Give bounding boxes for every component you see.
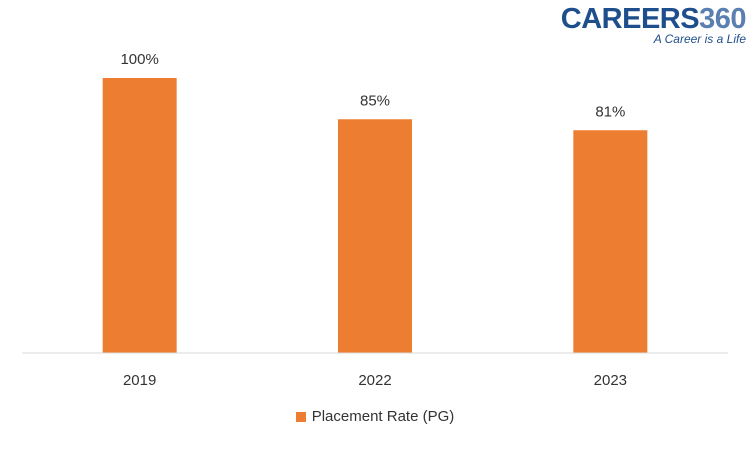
bar-2022 — [338, 119, 412, 353]
x-tick-label-2019: 2019 — [123, 372, 156, 389]
x-tick-label-2022: 2022 — [358, 372, 391, 389]
data-labels: 100% 85% 81% — [120, 51, 625, 120]
x-tick-label-2023: 2023 — [594, 372, 627, 389]
logo-brand-b: 360 — [699, 3, 746, 35]
legend: Placement Rate (PG) — [0, 408, 750, 425]
bars — [102, 78, 648, 353]
careers360-logo: CAREERS360 A Career is a Life — [560, 3, 747, 46]
bar-2023 — [573, 130, 648, 353]
logo-tagline: A Career is a Life — [653, 32, 746, 46]
data-label-2019: 100% — [120, 51, 158, 68]
legend-swatch — [295, 412, 306, 422]
logo-brand-a: CAREERS — [560, 3, 700, 35]
legend-label: Placement Rate (PG) — [311, 408, 455, 425]
data-label-2023: 81% — [595, 103, 625, 120]
bar-2019 — [102, 78, 177, 353]
data-label-2022: 85% — [360, 92, 390, 109]
x-tick-labels: 2019 2022 2023 — [123, 372, 627, 389]
